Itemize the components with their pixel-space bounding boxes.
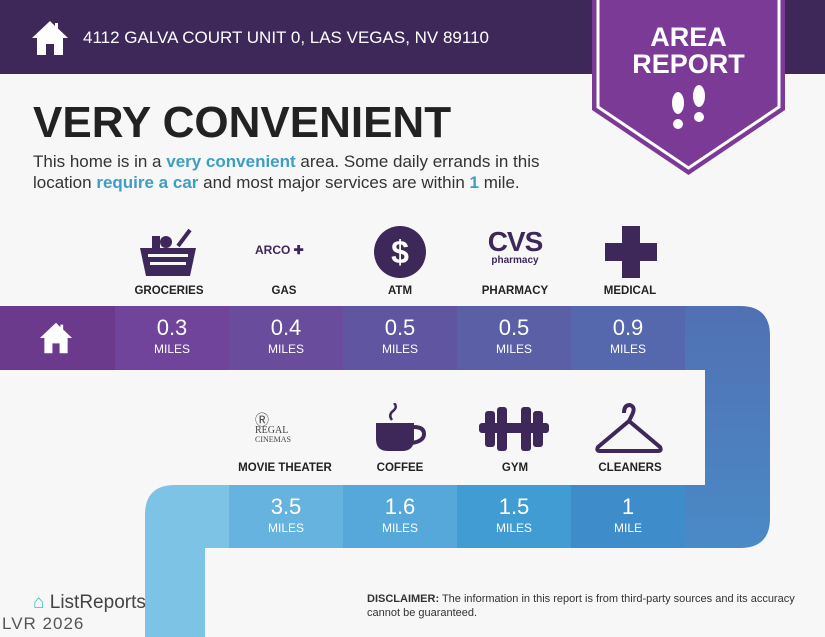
label-gym: GYM — [501, 462, 529, 474]
page-title: VERY CONVENIENT — [33, 98, 452, 147]
badge-line2: REPORT — [632, 49, 745, 79]
desc-text: and most major services are within — [198, 173, 470, 192]
distance-gas: 0.4 MILES — [267, 315, 304, 357]
property-address: 4112 GALVA COURT UNIT 0, LAS VEGAS, NV 8… — [83, 28, 489, 47]
description: This home is in a very convenient area. … — [33, 151, 593, 193]
label-coffee: COFFEE — [376, 462, 424, 474]
house-icon — [32, 21, 68, 55]
desc-highlight: 1 — [469, 173, 480, 192]
distance-medical: 0.9 MILES — [609, 315, 646, 357]
label-medical: MEDICAL — [603, 285, 657, 297]
hanger-icon — [595, 403, 663, 453]
desc-text: mile. — [479, 173, 520, 192]
area-report-badge — [592, 0, 785, 175]
medical-cross-icon — [605, 226, 657, 278]
distance-coffee: 1.6 MILES — [381, 494, 418, 536]
home-icon — [39, 322, 73, 354]
desc-text: area. Some daily errands in this locatio… — [33, 152, 540, 192]
cvs-logo: CVS pharmacy — [487, 226, 544, 267]
watermark: LVR 2026 — [2, 614, 85, 633]
dollar-icon: $ — [374, 226, 426, 278]
footsteps-icon — [672, 85, 705, 129]
distance-groceries: 0.3 MILES — [153, 315, 190, 357]
badge-line1: AREA — [650, 22, 727, 52]
coffee-cup-icon — [376, 403, 427, 451]
desc-highlight: very convenient — [166, 152, 296, 171]
distance-atm: 0.5 MILES — [381, 315, 418, 357]
regal-logo: Ⓡ REGAL CINEMAS — [255, 414, 292, 445]
desc-text: This home is in a — [33, 152, 167, 171]
disclaimer: DISCLAIMER: The information in this repo… — [367, 592, 807, 620]
label-atm: ATM — [387, 285, 413, 297]
disclaimer-text: The information in this report is from t… — [367, 593, 795, 619]
dumbbell-icon — [479, 407, 549, 451]
distance-cleaners: 1 MILE — [613, 494, 642, 536]
desc-highlight: require a car — [96, 173, 199, 192]
grocery-basket-icon — [140, 228, 196, 276]
listreports-house-icon: ⌂ — [33, 592, 45, 613]
distance-movie-theater: 3.5 MILES — [267, 494, 304, 536]
label-gas: GAS — [271, 285, 297, 297]
label-groceries: GROCERIES — [134, 285, 204, 297]
arco-logo: ARCO ✚ — [255, 243, 304, 257]
svg-text:$: $ — [391, 234, 409, 270]
label-pharmacy: PHARMACY — [481, 285, 549, 297]
label-cleaners: CLEANERS — [598, 462, 662, 474]
label-movie-theater: MOVIE THEATER — [238, 462, 332, 474]
listreports-logo: ⌂ ListReports — [33, 592, 146, 613]
distance-gym: 1.5 MILES — [495, 494, 532, 536]
distance-pharmacy: 0.5 MILES — [495, 315, 532, 357]
disclaimer-label: DISCLAIMER: — [367, 593, 440, 605]
